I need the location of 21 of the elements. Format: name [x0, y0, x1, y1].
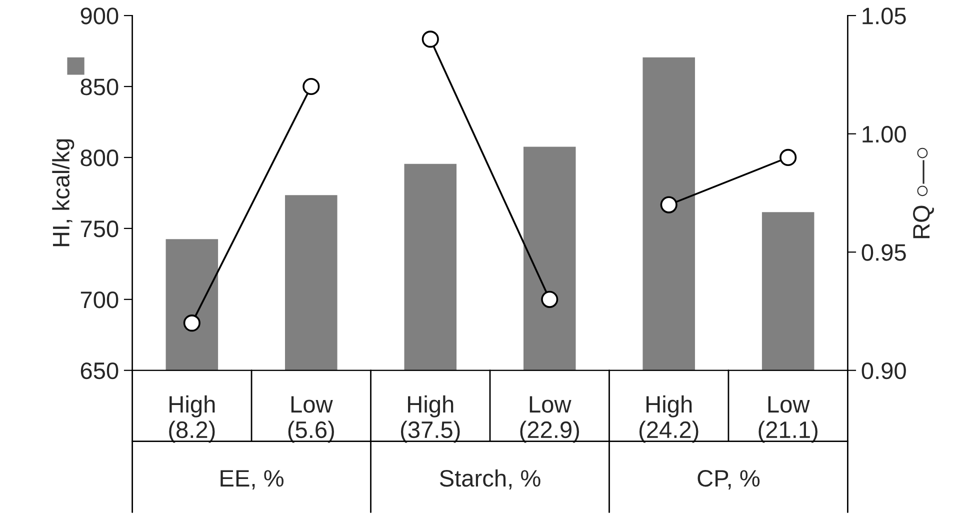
x-tick-label: High (24.2): [639, 395, 698, 443]
x-tick-label: Low (5.6): [288, 396, 334, 443]
x-tick-label: Low (22.9): [520, 396, 579, 443]
y-tick-label: 750: [80, 220, 118, 238]
x-tick-label: Low (21.1): [758, 396, 818, 443]
text: EE, %: [220, 470, 284, 490]
y-tick-label: 800: [80, 150, 118, 166]
y2-tick-label: 1.00: [862, 126, 906, 143]
y2-tick-label: 0.90: [862, 362, 906, 380]
x-tick-label: High (8.2): [169, 395, 215, 443]
y-tick-label: 700: [80, 291, 118, 308]
x-tick-label: High (37.5): [401, 395, 460, 443]
y-tick-label: 650: [80, 362, 118, 380]
text: CP, %: [698, 470, 760, 490]
y2-axis-title: RQ ○—○: [913, 148, 934, 238]
text: Starch, %: [440, 469, 540, 490]
y2-tick-label: 0.95: [862, 244, 906, 261]
y-axis-title: HI, kcal/kg: [52, 139, 74, 246]
y-tick-label: 900: [80, 8, 118, 24]
y-tick-label: 850: [80, 78, 118, 96]
y2-tick-label: 1.05: [862, 8, 906, 24]
